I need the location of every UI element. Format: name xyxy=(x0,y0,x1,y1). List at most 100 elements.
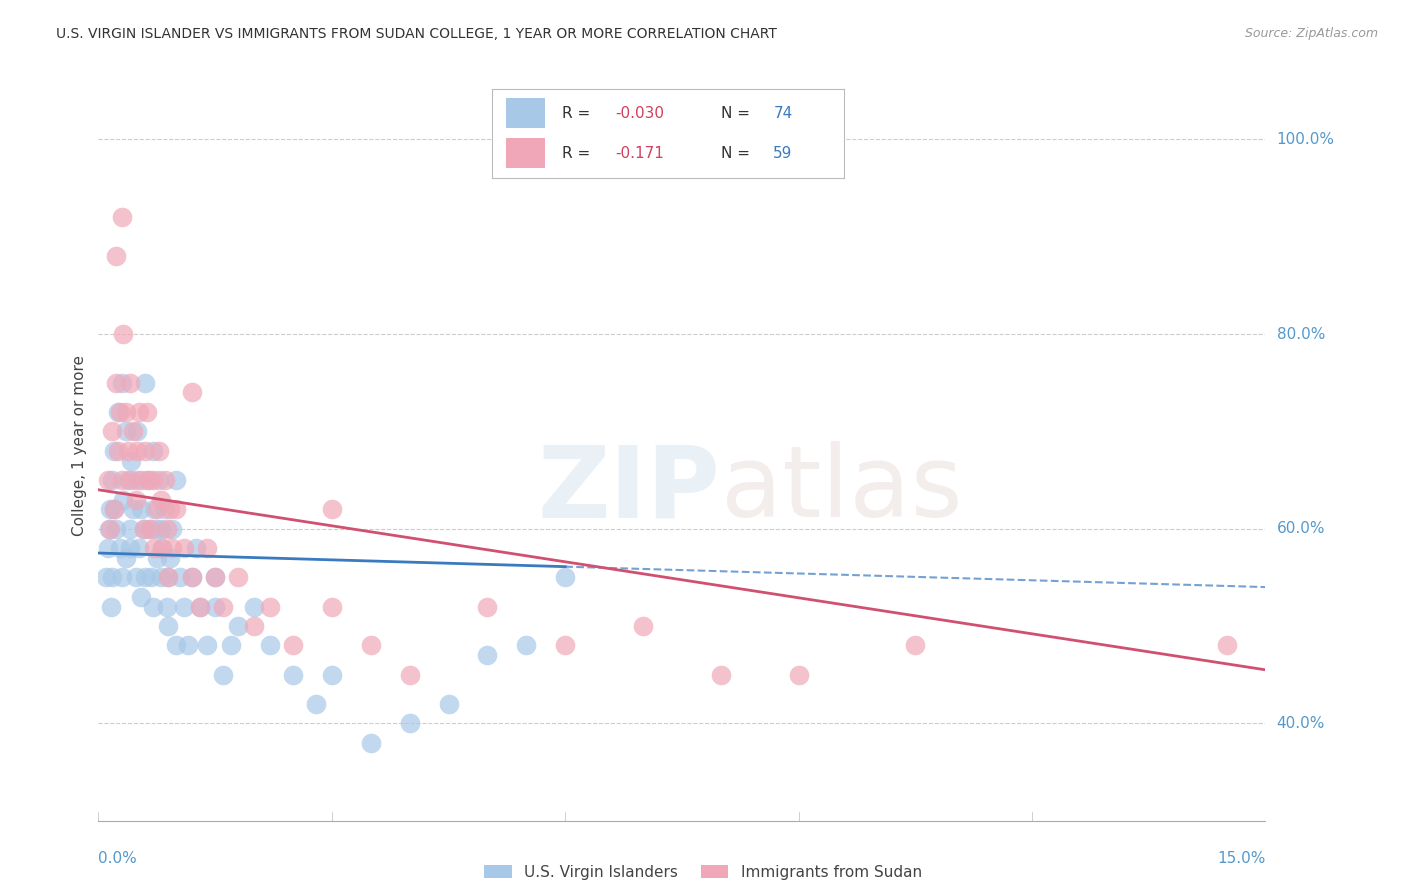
Point xyxy=(787,667,810,681)
Point xyxy=(148,473,170,487)
Text: -0.030: -0.030 xyxy=(616,106,664,120)
Point xyxy=(169,570,191,584)
Text: R =: R = xyxy=(562,106,596,120)
Point xyxy=(142,599,165,614)
Point xyxy=(228,619,250,633)
Point xyxy=(165,639,187,653)
Point xyxy=(219,639,242,653)
Text: U.S. VIRGIN ISLANDER VS IMMIGRANTS FROM SUDAN COLLEGE, 1 YEAR OR MORE CORRELATIO: U.S. VIRGIN ISLANDER VS IMMIGRANTS FROM … xyxy=(56,27,778,41)
Point xyxy=(149,522,172,536)
Point xyxy=(107,405,129,419)
Text: 80.0%: 80.0% xyxy=(1277,326,1324,342)
Point xyxy=(305,697,328,711)
Point xyxy=(156,522,179,536)
Point xyxy=(631,619,654,633)
Text: 15.0%: 15.0% xyxy=(1218,851,1265,866)
Text: R =: R = xyxy=(562,146,600,161)
Point xyxy=(114,405,136,419)
Point xyxy=(111,376,134,390)
Point xyxy=(159,502,181,516)
Point xyxy=(243,599,266,614)
Point xyxy=(98,522,121,536)
Point xyxy=(104,522,127,536)
Point xyxy=(477,648,499,663)
Point xyxy=(129,473,152,487)
Point xyxy=(188,599,211,614)
Text: ZIP: ZIP xyxy=(538,442,721,538)
Point xyxy=(98,502,121,516)
Text: N =: N = xyxy=(721,146,755,161)
Point xyxy=(97,473,120,487)
Point xyxy=(554,570,576,584)
Point xyxy=(104,249,127,263)
Point xyxy=(118,376,141,390)
Point xyxy=(146,502,169,516)
Point xyxy=(1215,639,1237,653)
Point xyxy=(107,443,129,458)
Point xyxy=(149,492,172,507)
Point xyxy=(173,599,195,614)
Point xyxy=(195,639,218,653)
Point xyxy=(159,550,181,565)
Point xyxy=(321,599,343,614)
Point xyxy=(259,599,281,614)
Point xyxy=(108,405,131,419)
Point xyxy=(101,425,124,439)
Point xyxy=(138,473,160,487)
Point xyxy=(321,667,343,681)
Point xyxy=(129,502,152,516)
Point xyxy=(281,639,304,653)
Point xyxy=(141,570,163,584)
Point xyxy=(101,570,124,584)
Point xyxy=(150,541,173,556)
FancyBboxPatch shape xyxy=(506,98,544,128)
Point xyxy=(165,502,187,516)
Point xyxy=(243,619,266,633)
Point xyxy=(141,522,163,536)
Point xyxy=(128,405,150,419)
Text: N =: N = xyxy=(721,106,755,120)
Point xyxy=(108,541,131,556)
Point xyxy=(127,425,149,439)
Point xyxy=(117,443,139,458)
Point xyxy=(103,443,125,458)
Point xyxy=(120,453,142,467)
Point xyxy=(204,599,226,614)
Point xyxy=(135,405,157,419)
Point xyxy=(103,502,125,516)
Point xyxy=(148,443,170,458)
Point xyxy=(134,443,156,458)
Point xyxy=(117,473,139,487)
Point xyxy=(127,473,149,487)
Point xyxy=(398,716,420,731)
Point xyxy=(142,443,165,458)
Point xyxy=(165,473,187,487)
Point xyxy=(259,639,281,653)
Point xyxy=(162,522,184,536)
Text: 59: 59 xyxy=(773,146,793,161)
FancyBboxPatch shape xyxy=(506,138,544,168)
Point xyxy=(143,541,166,556)
Point xyxy=(180,385,202,400)
Point xyxy=(437,697,460,711)
Point xyxy=(96,570,118,584)
Point xyxy=(554,639,576,653)
Point xyxy=(149,570,172,584)
Point xyxy=(177,639,200,653)
Point xyxy=(134,376,156,390)
Point xyxy=(111,211,134,225)
Point xyxy=(195,541,218,556)
Point xyxy=(204,570,226,584)
Point xyxy=(157,619,180,633)
Point xyxy=(153,502,176,516)
Point xyxy=(114,425,136,439)
Point xyxy=(156,599,179,614)
Point xyxy=(122,502,145,516)
Point xyxy=(128,541,150,556)
Point xyxy=(122,425,145,439)
Point xyxy=(101,473,124,487)
Point xyxy=(97,541,120,556)
Point xyxy=(111,473,134,487)
Point xyxy=(321,502,343,516)
Point xyxy=(118,522,141,536)
